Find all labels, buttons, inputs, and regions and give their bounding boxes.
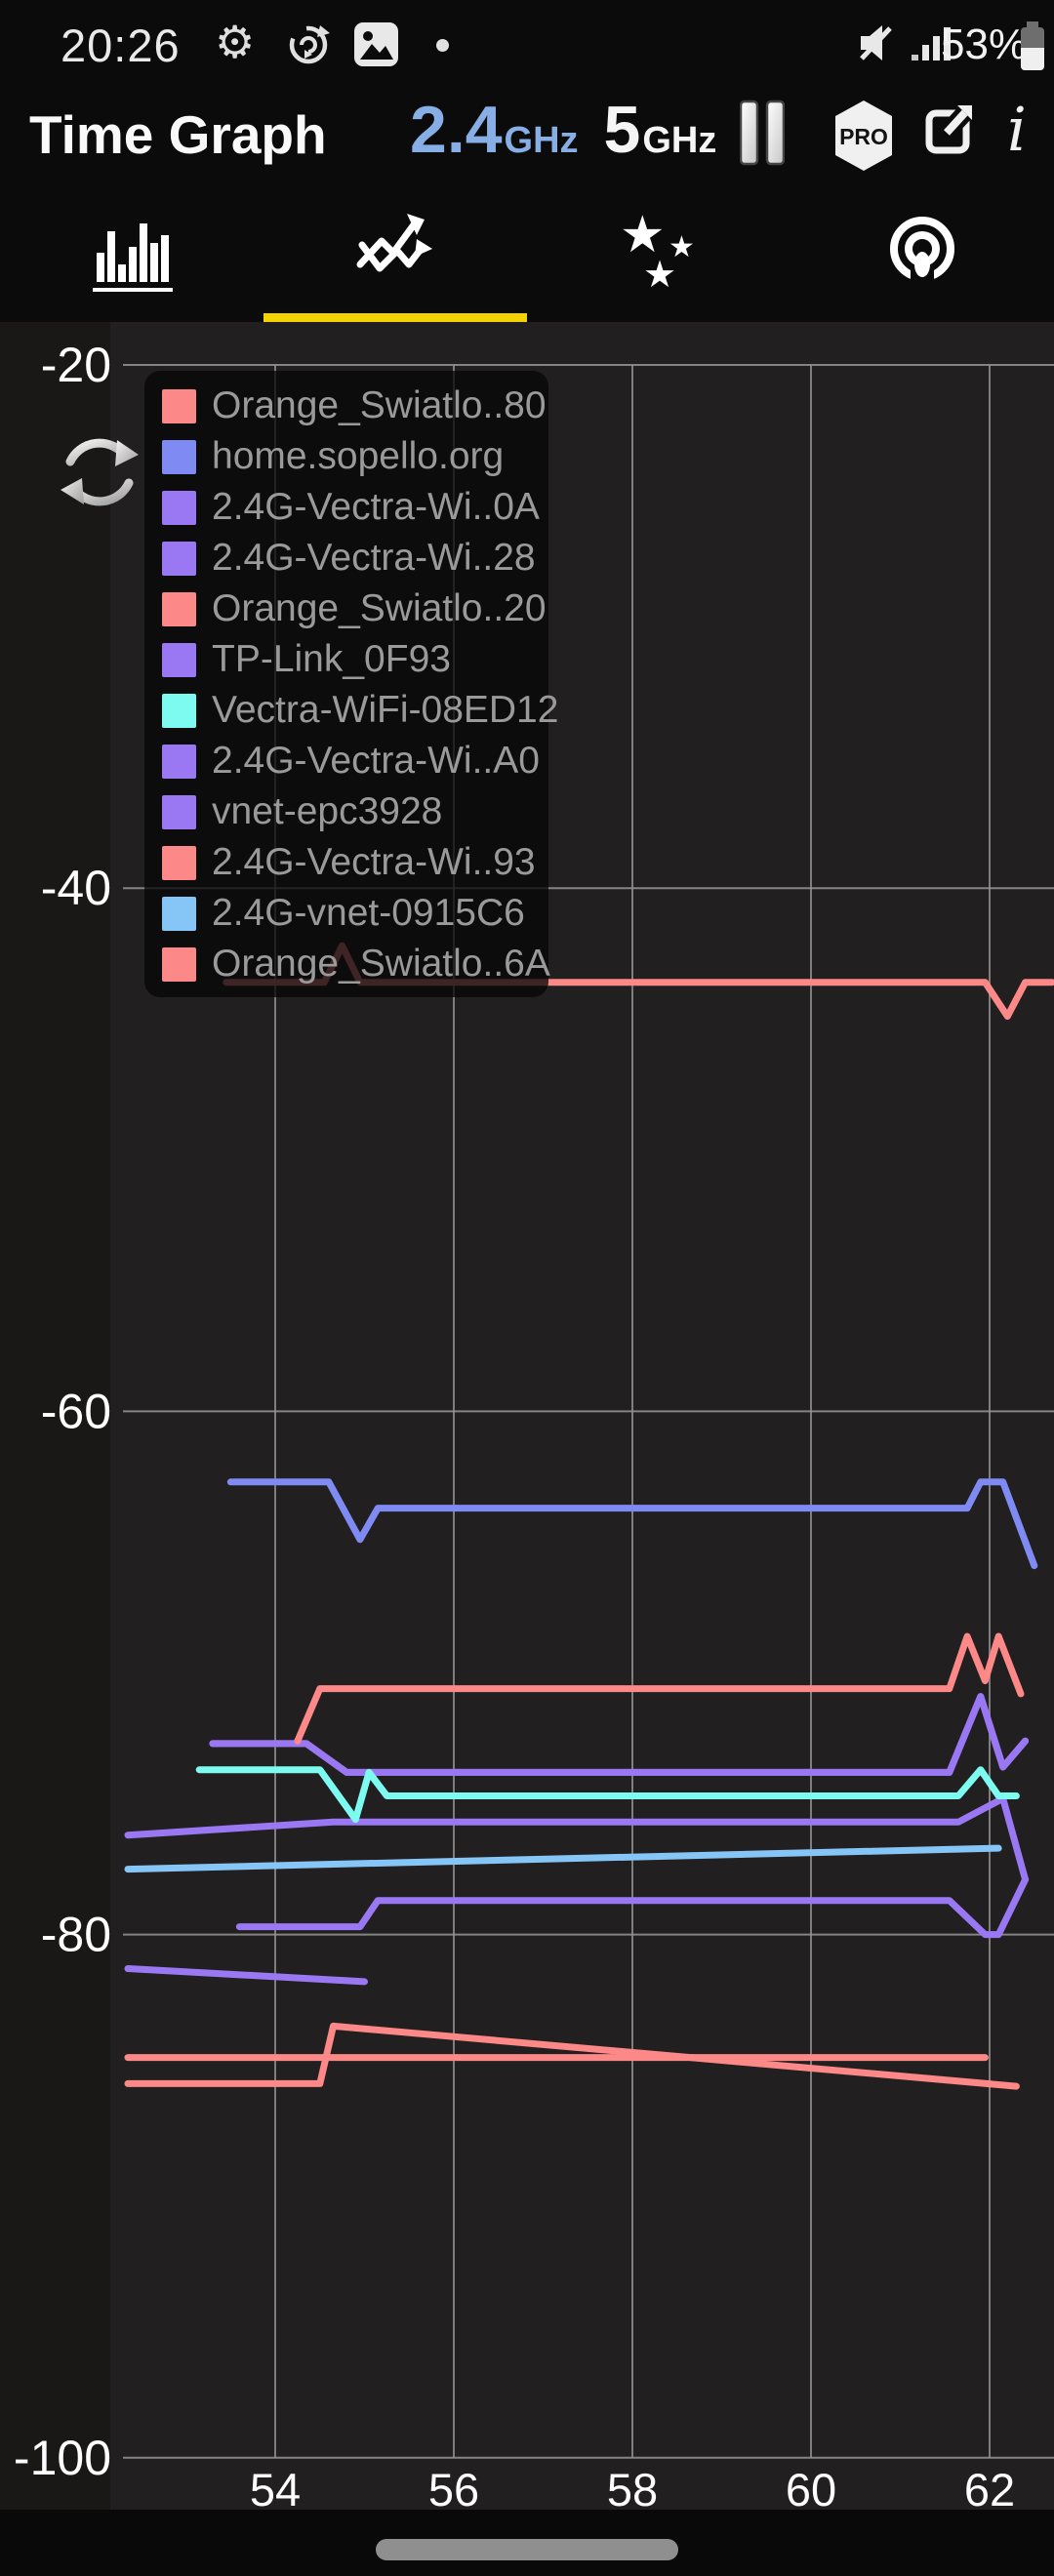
- gear-icon: ⚙: [215, 17, 256, 67]
- legend-swatch: [162, 744, 196, 779]
- x-axis-label: 54: [250, 2464, 301, 2510]
- legend-item: TP-Link_0F93: [144, 634, 548, 685]
- x-axis-label: 58: [607, 2464, 658, 2510]
- legend-network-name: Orange_Swiatlo..80: [212, 384, 547, 426]
- legend-swatch: [162, 693, 196, 728]
- series-line: [124, 1844, 1002, 1873]
- legend-swatch: [162, 896, 196, 931]
- legend-network-name: 2.4G-Vectra-Wi..28: [212, 537, 536, 579]
- series-line: [124, 2022, 1020, 2090]
- band-selector: 2.4 GHz 5 GHz: [410, 92, 716, 168]
- legend-swatch: [162, 388, 196, 423]
- status-bar: 20:26 ⚙ 53%: [0, 0, 1054, 86]
- band-2-4ghz-button[interactable]: 2.4 GHz: [410, 93, 579, 167]
- legend-network-name: 2.4G-Vectra-Wi..0A: [212, 486, 540, 528]
- legend-item: 2.4G-Vectra-Wi..0A: [144, 482, 548, 533]
- legend-item: Orange_Swiatlo..80: [144, 381, 548, 431]
- export-icon[interactable]: [923, 100, 978, 161]
- x-axis-label: 60: [786, 2464, 836, 2510]
- x-axis-label: 56: [428, 2464, 479, 2510]
- access-point-icon: [879, 210, 965, 301]
- y-axis-label: -80: [41, 1908, 111, 1962]
- pro-badge-label: PRO: [839, 124, 888, 149]
- x-axis-label: 62: [964, 2464, 1015, 2510]
- signal-strength-icon: [910, 21, 954, 69]
- tab-access-points[interactable]: [790, 187, 1054, 322]
- tab-channel-rating[interactable]: ★ ★ ★: [527, 187, 790, 322]
- series-line: [195, 1766, 1020, 1824]
- refresh-icon: [55, 427, 144, 522]
- legend-network-name: 2.4G-Vectra-Wi..A0: [212, 740, 540, 782]
- series-line: [235, 1875, 1030, 1939]
- legend-swatch: [162, 946, 196, 982]
- legend: Orange_Swiatlo..80 home.sopello.org 2.4G-V…: [144, 371, 558, 997]
- legend-item: 2.4G-vnet-0915C6: [144, 888, 548, 939]
- legend-item: Orange_Swiatlo..20: [144, 584, 548, 634]
- series-line: [209, 1693, 1030, 1776]
- active-tab-indicator: [264, 313, 527, 322]
- legend-network-name: Vectra-WiFi-08ED12: [212, 689, 559, 731]
- band-5ghz-button[interactable]: 5 GHz: [603, 93, 717, 167]
- legend-item: vnet-epc3928: [144, 786, 548, 837]
- tab-channel-graph[interactable]: [0, 187, 264, 322]
- legend-item: home.sopello.org: [144, 431, 548, 482]
- pro-badge-button[interactable]: PRO: [831, 100, 896, 177]
- legend-network-name: home.sopello.org: [212, 435, 505, 477]
- legend-network-name: 2.4G-Vectra-Wi..93: [212, 841, 536, 883]
- navigation-bar: [0, 2510, 1054, 2576]
- tab-time-graph[interactable]: [264, 187, 527, 322]
- legend-item: Orange_Swiatlo..6A: [144, 939, 550, 989]
- battery-icon: [1019, 21, 1046, 77]
- legend-swatch: [162, 845, 196, 880]
- line-chart-icon: [348, 206, 442, 304]
- y-axis-label: -20: [41, 338, 111, 392]
- time-graph-chart[interactable]: -20 -40 -60 -80 -100 54 56 58 60 62 Orange_Swiatl…: [0, 322, 1054, 2510]
- view-tabs: ★ ★ ★: [0, 187, 1054, 322]
- y-axis-label: -100: [14, 2431, 111, 2485]
- bar-chart-icon: [83, 206, 181, 304]
- battery-percent: 53%: [941, 20, 1028, 68]
- gesture-handle[interactable]: [376, 2539, 678, 2560]
- page-title: Time Graph: [29, 104, 327, 165]
- series-line: [124, 1794, 1030, 1883]
- legend-swatch: [162, 439, 196, 474]
- legend-swatch: [162, 794, 196, 829]
- legend-item: Vectra-WiFi-08ED12: [144, 685, 558, 736]
- series-line: [226, 1478, 1038, 1570]
- chart-canvas: -20 -40 -60 -80 -100 54 56 58 60 62: [14, 338, 1054, 2510]
- legend-item: 2.4G-Vectra-Wi..93: [144, 837, 548, 888]
- y-axis-label: -40: [41, 861, 111, 915]
- app-header: Time Graph 2.4 GHz 5 GHz PRO: [0, 86, 1054, 187]
- clock: 20:26: [61, 20, 181, 71]
- legend-item: 2.4G-Vectra-Wi..28: [144, 533, 548, 584]
- legend-network-name: TP-Link_0F93: [212, 638, 451, 680]
- legend-swatch: [162, 591, 196, 626]
- pause-button[interactable]: [739, 100, 786, 171]
- stars-icon: ★ ★ ★: [620, 207, 695, 296]
- legend-swatch: [162, 541, 196, 576]
- legend-network-name: vnet-epc3928: [212, 790, 443, 832]
- legend-swatch: [162, 490, 196, 525]
- legend-swatch: [162, 642, 196, 677]
- photo-icon: [353, 21, 399, 72]
- y-axis-label: -60: [41, 1384, 111, 1438]
- series-line: [294, 1632, 1025, 1745]
- legend-network-name: Orange_Swiatlo..20: [212, 587, 547, 629]
- info-button[interactable]: i: [1007, 94, 1027, 165]
- auto-rotate-icon: [285, 21, 332, 73]
- legend-network-name: Orange_Swiatlo..6A: [212, 943, 550, 985]
- notification-dot-icon: [436, 39, 449, 52]
- legend-network-name: 2.4G-vnet-0915C6: [212, 892, 525, 934]
- mute-icon: [857, 21, 900, 69]
- series-line: [124, 1965, 368, 1986]
- legend-item: 2.4G-Vectra-Wi..A0: [144, 736, 548, 786]
